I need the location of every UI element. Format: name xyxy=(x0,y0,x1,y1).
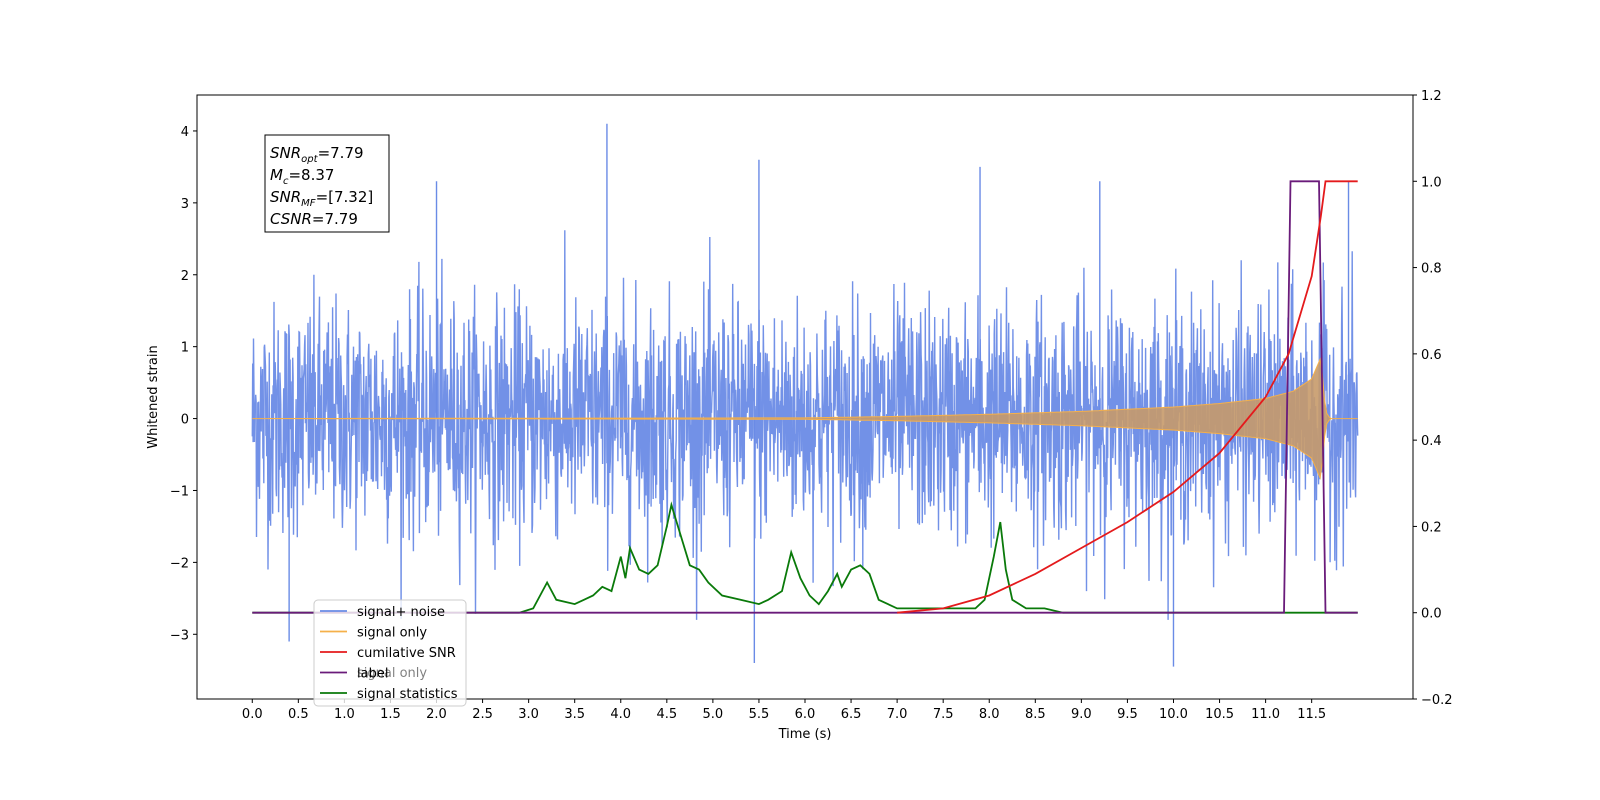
y-right-tick-label: 1.0 xyxy=(1421,175,1442,190)
x-tick-label: 9.5 xyxy=(1117,707,1138,722)
x-tick-label: 1.0 xyxy=(334,707,355,722)
series-signal-only xyxy=(252,357,1358,480)
x-tick-label: 6.0 xyxy=(795,707,816,722)
info-subscript: opt xyxy=(301,154,318,165)
legend: signal only signal+ noise signal only cumil… xyxy=(313,599,467,707)
y-tick-label: 1 xyxy=(181,341,189,356)
legend-entry: label xyxy=(357,667,388,682)
y-tick-label: −2 xyxy=(170,556,189,571)
legend-entry: signal only xyxy=(357,626,427,641)
info-value: =8.37 xyxy=(288,166,334,184)
legend-entry: cumilative SNR xyxy=(357,646,456,661)
x-tick-label: 2.5 xyxy=(472,707,493,722)
y-right-tick-label: 0.2 xyxy=(1421,520,1442,535)
info-line: CSNR=7.79 xyxy=(270,210,358,228)
legend-frame xyxy=(313,599,467,707)
legend-entry: signal statistics xyxy=(357,687,458,702)
y-axis-left: −3 −2 −1 0 1 2 3 4 xyxy=(170,125,197,643)
info-subscript: MF xyxy=(301,198,316,209)
info-symbol: CSNR xyxy=(270,210,312,228)
x-tick-label: 3.0 xyxy=(518,707,539,722)
x-axis-label: Time (s) xyxy=(778,727,832,742)
x-tick-label: 1.5 xyxy=(380,707,401,722)
x-tick-label: 10.0 xyxy=(1159,707,1188,722)
info-symbol: SNR xyxy=(270,188,301,206)
y-tick-label: 0 xyxy=(181,413,189,428)
x-tick-label: 2.0 xyxy=(426,707,447,722)
x-tick-label: 6.5 xyxy=(841,707,862,722)
x-tick-label: 11.0 xyxy=(1251,707,1280,722)
y-axis-label: Whitened strain xyxy=(146,345,161,448)
info-symbol: SNR xyxy=(270,144,301,162)
noise-peaks xyxy=(288,123,1350,667)
x-tick-label: 7.0 xyxy=(887,707,908,722)
x-tick-label: 11.5 xyxy=(1297,707,1326,722)
info-value: =[7.32] xyxy=(316,188,374,206)
info-box-frame xyxy=(264,134,390,233)
x-tick-label: 0.5 xyxy=(288,707,309,722)
info-line: SNRopt=7.79 xyxy=(270,144,364,165)
y-right-tick-label: 0.0 xyxy=(1421,607,1442,622)
y-right-tick-label: 0.6 xyxy=(1421,348,1442,363)
info-symbol: M xyxy=(270,166,283,184)
info-value: =7.79 xyxy=(312,210,358,228)
x-tick-label: 5.0 xyxy=(703,707,724,722)
y-tick-label: 4 xyxy=(181,125,189,140)
y-tick-label: −3 xyxy=(170,628,189,643)
y-right-tick-label: 1.2 xyxy=(1421,89,1442,104)
x-tick-label: 4.5 xyxy=(656,707,677,722)
info-line: Mc=8.37 xyxy=(270,166,334,187)
y-tick-label: 3 xyxy=(181,197,189,212)
x-tick-label: 5.5 xyxy=(749,707,770,722)
info-value: =7.79 xyxy=(318,144,364,162)
series-layer xyxy=(251,123,1359,667)
x-tick-label: 8.5 xyxy=(1025,707,1046,722)
info-line: SNRMF=[7.32] xyxy=(270,188,373,209)
x-tick-label: 0.0 xyxy=(242,707,263,722)
info-subscript: c xyxy=(283,176,289,187)
x-tick-label: 10.5 xyxy=(1205,707,1234,722)
y-tick-label: 2 xyxy=(181,269,189,284)
legend-ghost-text: signal only xyxy=(357,666,427,681)
series-label xyxy=(252,180,1358,614)
x-axis: 0.0 0.5 1.0 1.5 2.0 2.5 3.0 3.5 4.0 4.5 5.0 5.5 6.0 6… xyxy=(242,699,1326,722)
y-right-tick-label: 0.4 xyxy=(1421,434,1442,449)
y-tick-label: −1 xyxy=(170,484,189,499)
legend-entry: signal+ noise xyxy=(357,605,445,620)
x-tick-label: 8.0 xyxy=(979,707,1000,722)
series-signal-statistics xyxy=(252,501,1358,614)
y-axis-right: −0.2 0.0 0.2 0.4 0.6 0.8 1.0 1.2 xyxy=(1413,89,1453,708)
x-tick-label: 9.0 xyxy=(1071,707,1092,722)
y-right-tick-label: 0.8 xyxy=(1421,262,1442,277)
y-right-tick-label: −0.2 xyxy=(1421,693,1453,708)
x-tick-label: 7.5 xyxy=(933,707,954,722)
x-tick-label: 3.5 xyxy=(564,707,585,722)
x-tick-label: 4.0 xyxy=(610,707,631,722)
series-cumulative-snr xyxy=(897,180,1358,614)
